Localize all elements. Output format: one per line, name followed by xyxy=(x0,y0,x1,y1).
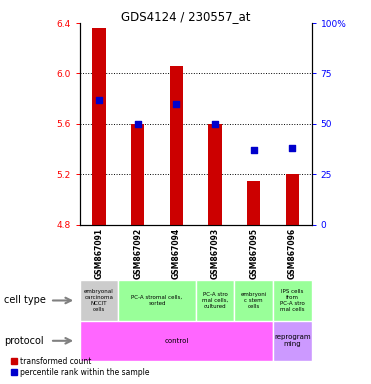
Bar xyxy=(273,280,312,321)
Text: control: control xyxy=(164,338,188,344)
Point xyxy=(212,121,218,127)
Text: IPS cells
from
PC-A stro
mal cells: IPS cells from PC-A stro mal cells xyxy=(280,289,305,312)
Point xyxy=(251,147,257,153)
Text: GSM867091: GSM867091 xyxy=(95,228,104,279)
Bar xyxy=(273,321,312,361)
Bar xyxy=(118,280,196,321)
Text: PC-A stro
mal cells,
cultured: PC-A stro mal cells, cultured xyxy=(202,292,228,309)
Bar xyxy=(286,174,299,225)
Text: reprogram
ming: reprogram ming xyxy=(274,334,311,347)
Bar xyxy=(196,280,234,321)
Text: GSM867095: GSM867095 xyxy=(249,228,258,279)
Point xyxy=(135,121,141,127)
Bar xyxy=(170,66,183,225)
Bar xyxy=(131,124,144,225)
Text: embryoni
c stem
cells: embryoni c stem cells xyxy=(240,292,267,309)
Bar xyxy=(208,124,222,225)
Bar xyxy=(234,280,273,321)
Legend: transformed count, percentile rank within the sample: transformed count, percentile rank withi… xyxy=(7,354,152,380)
Text: PC-A stromal cells,
sorted: PC-A stromal cells, sorted xyxy=(131,295,183,306)
Point xyxy=(289,145,295,151)
Text: embryonal
carcinoma
NCCIT
cells: embryonal carcinoma NCCIT cells xyxy=(84,289,114,312)
Bar xyxy=(92,28,106,225)
Text: GSM867093: GSM867093 xyxy=(210,228,220,279)
Text: GDS4124 / 230557_at: GDS4124 / 230557_at xyxy=(121,10,250,23)
Bar xyxy=(80,280,118,321)
Text: GSM867094: GSM867094 xyxy=(172,228,181,279)
Point xyxy=(96,97,102,103)
Bar xyxy=(80,321,273,361)
Point xyxy=(173,101,179,107)
Bar xyxy=(247,180,260,225)
Text: protocol: protocol xyxy=(4,336,43,346)
Text: GSM867092: GSM867092 xyxy=(133,228,142,279)
Text: GSM867096: GSM867096 xyxy=(288,228,297,279)
Text: cell type: cell type xyxy=(4,295,46,306)
